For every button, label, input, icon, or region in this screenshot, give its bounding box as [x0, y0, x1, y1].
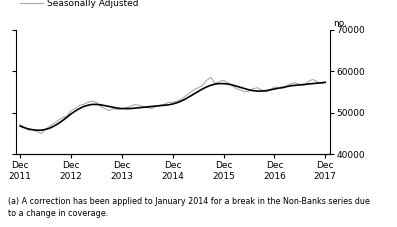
- Legend: Trend (a), Seasonally Adjusted: Trend (a), Seasonally Adjusted: [20, 0, 139, 8]
- Text: (a) A correction has been applied to January 2014 for a break in the Non-Banks s: (a) A correction has been applied to Jan…: [8, 197, 370, 218]
- Text: no.: no.: [333, 19, 347, 28]
